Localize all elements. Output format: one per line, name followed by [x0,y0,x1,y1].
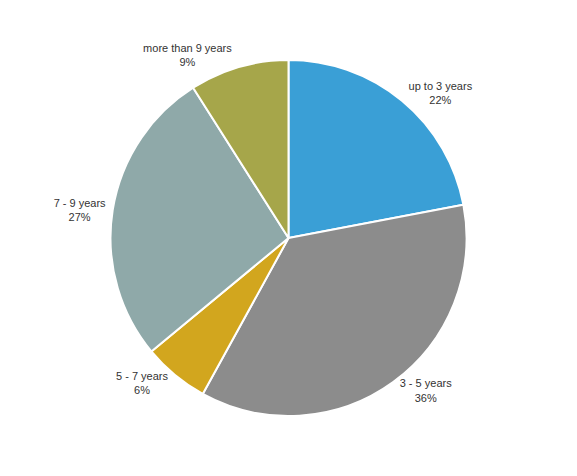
svg-text:up to 3 years22%: up to 3 years22% [409,80,473,106]
svg-text:more than 9 years9%: more than 9 years9% [143,42,232,68]
svg-text:3 - 5 years36%: 3 - 5 years36% [400,377,452,403]
svg-text:5 - 7 years6%: 5 - 7 years6% [116,370,168,396]
svg-text:7 - 9 years27%: 7 - 9 years27% [54,197,106,223]
